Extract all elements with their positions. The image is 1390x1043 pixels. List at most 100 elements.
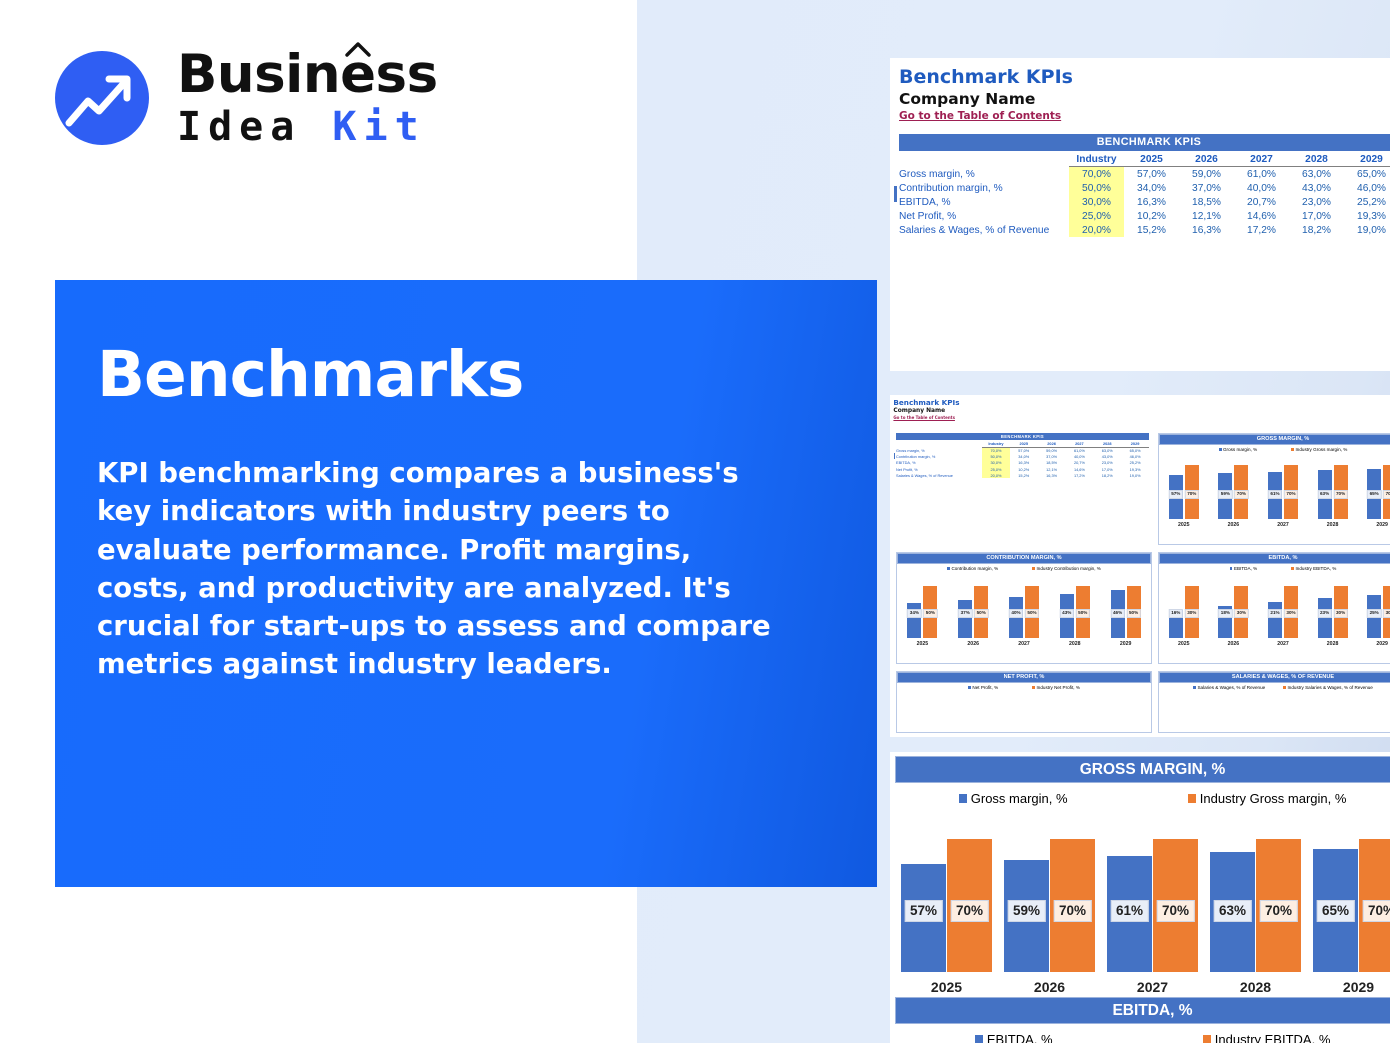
chart-title-banner: EBITDA, % (1159, 553, 1390, 564)
kpi-banner-cell: BENCHMARK KPIS (899, 134, 1390, 151)
chart-plot-area: 16%30%18%30%21%30%23%30%25%30% (1159, 576, 1390, 638)
bar-gross-margin--2028: 63% (1317, 470, 1332, 519)
legend-label-1: Industry EBITDA, % (1214, 1032, 1331, 1043)
kpi-cell-1-3: 40,0% (1073, 454, 1085, 460)
kpi-cell-0-4: 63,0% (1101, 448, 1113, 454)
table-of-contents-link[interactable]: Go to the Table of Contents (899, 110, 1062, 122)
kpi-column-header-2027: 2027 (1065, 440, 1094, 448)
bar-industry-gross-margin--2028: 70% (1333, 464, 1348, 519)
data-label-2028-0: 23% (1317, 608, 1332, 618)
chart-ebitda-small[interactable]: EBITDA, % EBITDA, % Industry EBITDA, % 16% 3… (1158, 552, 1390, 664)
worksheet-preview-top[interactable]: Benchmark KPIs Company Name Go to the Tabl… (890, 58, 1390, 371)
legend-item-0: EBITDA, % (974, 1032, 1053, 1043)
table-row: Gross margin, % 70,0% 57,0% 59,0% 61,0% 63,0%… (896, 447, 1149, 454)
chart-contribution-margin[interactable]: CONTRIBUTION MARGIN, % Contribution margi… (896, 552, 1152, 664)
legend-item-0: Net Profit, % (968, 685, 998, 690)
x-tick-2027: 2027 (1136, 979, 1169, 995)
kpi-cell-3-3: 14,6% (1247, 210, 1276, 222)
data-label-2026-1: 30% (1234, 608, 1249, 618)
chart-gross-margin-large[interactable]: GROSS MARGIN, % Gross margin, % Industry G… (895, 756, 1390, 996)
kpi-cell-4-5: 19,0% (1357, 224, 1386, 236)
chart-gross-margin-small[interactable]: GROSS MARGIN, % Gross margin, % Industry G… (1158, 433, 1390, 545)
kpi-row-label: Contribution margin, % (899, 182, 1003, 194)
kpi-cell-3-5: 19,3% (1129, 466, 1141, 472)
legend-label-0: EBITDA, % (986, 1032, 1053, 1043)
x-tick-2025: 2025 (1178, 522, 1190, 528)
legend-item-1: Industry Net Profit, % (1032, 685, 1080, 690)
legend-item-1: Industry EBITDA, % (1291, 566, 1336, 571)
chart-salaries-wages[interactable]: SALARIES & WAGES, % OF REVENUE Salaries &… (1158, 671, 1390, 733)
legend-label-0: Net Profit, % (972, 685, 999, 690)
chart-legend: EBITDA, % Industry EBITDA, % (1159, 566, 1390, 571)
legend-label-0: Gross margin, % (970, 791, 1068, 806)
data-label-2029-1: 30% (1382, 608, 1390, 618)
legend-swatch-1 (1032, 686, 1036, 689)
chart-ebitda-bottom[interactable]: EBITDA, % EBITDA, % Industry EBITDA, % (895, 997, 1390, 1043)
bar-industry-ebitda--2028: 30% (1333, 586, 1348, 638)
bar-group-2025: 57% 70% (1159, 457, 1209, 519)
bar-industry-contribution-margin--2028: 50% (1075, 586, 1090, 638)
data-label-2029-0: 46% (1110, 608, 1125, 618)
bar-industry-gross-margin--2027: 70% (1153, 839, 1198, 972)
bar-industry-gross-margin--2026: 70% (1050, 839, 1095, 972)
x-tick-2028: 2028 (1069, 641, 1081, 647)
chart-net-profit[interactable]: NET PROFIT, % Net Profit, % Industry Net P… (896, 671, 1152, 733)
kpi-cell-0-5: 65,0% (1357, 168, 1386, 180)
bar-group-2029: 65% 70% (1307, 820, 1390, 972)
table-row: Contribution margin, % 50,0% 34,0% 37,0% 40,… (899, 181, 1390, 196)
hero-panel: Benchmarks KPI benchmarking compares a b… (55, 280, 877, 887)
kpi-cell-2-0: 30,0% (982, 459, 1010, 466)
bar-industry-contribution-margin--2027: 50% (1024, 586, 1040, 638)
bar-group-2025: 16% 30% (1159, 576, 1209, 638)
worksheet-preview-bottom[interactable]: GROSS MARGIN, % Gross margin, % Industry G… (890, 752, 1390, 1043)
bar-group-2028: 63% 70% (1204, 820, 1307, 972)
growth-arrow-icon (55, 50, 149, 145)
bar-gross-margin--2028: 63% (1210, 852, 1255, 972)
company-name: Company Name (899, 90, 1036, 108)
data-label-2026-1: 50% (973, 608, 989, 618)
chart-x-axis: 2025 2026 2027 2028 2029 (1159, 522, 1390, 528)
data-label-2029-1: 50% (1126, 608, 1141, 618)
data-label-2028-0: 43% (1059, 608, 1074, 618)
legend-swatch-1 (1291, 448, 1295, 451)
bar-ebitda--2029: 25% (1366, 594, 1382, 638)
bar-industry-gross-margin--2028: 70% (1256, 839, 1301, 972)
kpi-cell-0-5: 65,0% (1129, 448, 1141, 454)
kpi-cell-4-3: 17,2% (1073, 472, 1085, 478)
bar-gross-margin--2029: 65% (1366, 468, 1382, 519)
table-of-contents-link[interactable]: Go to the Table of Contents (893, 414, 955, 420)
kpi-cell-2-1: 16,3% (1018, 460, 1030, 466)
table-row: Salaries & Wages, % of Revenue 20,0% 15,2%… (899, 223, 1390, 238)
legend-label-0: Contribution margin, % (951, 566, 999, 571)
kpi-column-header-industry: Industry (1069, 152, 1124, 168)
table-row: Gross margin, % 70,0% 57,0% 59,0% 61,0% 63,0%… (899, 166, 1390, 182)
table-row: EBITDA, % 30,0% 16,3% 18,5% 20,7% 23,0% 25,2% (896, 459, 1149, 466)
bar-gross-margin--2026: 59% (1218, 473, 1233, 519)
x-tick-2029: 2029 (1376, 522, 1388, 528)
kpi-cell-1-2: 37,0% (1192, 182, 1221, 194)
data-label-2027-1: 70% (1283, 489, 1299, 499)
kpi-cell-4-1: 15,2% (1018, 472, 1030, 478)
bar-gross-margin--2025: 57% (1168, 474, 1184, 519)
kpi-cell-1-5: 46,0% (1129, 454, 1141, 460)
kpi-cell-1-1: 34,0% (1018, 454, 1030, 460)
company-name: Company Name (893, 407, 946, 414)
sheet-left-accent-bar (894, 452, 896, 459)
chart-legend: Salaries & Wages, % of Revenue Industry S… (1159, 685, 1390, 690)
x-tick-2025: 2025 (916, 641, 929, 647)
brand-name-primary: Business (177, 42, 438, 101)
bar-group-2028: 43% 50% (1049, 576, 1100, 638)
kpi-column-header-2026: 2026 (1037, 440, 1066, 448)
chart-x-axis: 2025 2026 2027 2028 2029 (897, 641, 1151, 647)
legend-swatch-0 (947, 567, 950, 570)
worksheet-preview-middle[interactable]: Benchmark KPIs Company Name Go to the Tabl… (890, 395, 1390, 737)
x-tick-2027: 2027 (1277, 522, 1289, 528)
brand-name-primary-text: Business (177, 44, 438, 105)
bar-group-2028: 63% 70% (1308, 457, 1358, 519)
legend-swatch-0 (1193, 686, 1196, 689)
legend-label-0: Salaries & Wages, % of Revenue (1197, 685, 1266, 690)
kpi-cell-3-4: 17,0% (1302, 210, 1331, 222)
data-label-2028-0: 63% (1213, 899, 1252, 922)
data-label-2026-1: 70% (1234, 489, 1249, 499)
kpi-column-header-2028: 2028 (1093, 440, 1122, 448)
